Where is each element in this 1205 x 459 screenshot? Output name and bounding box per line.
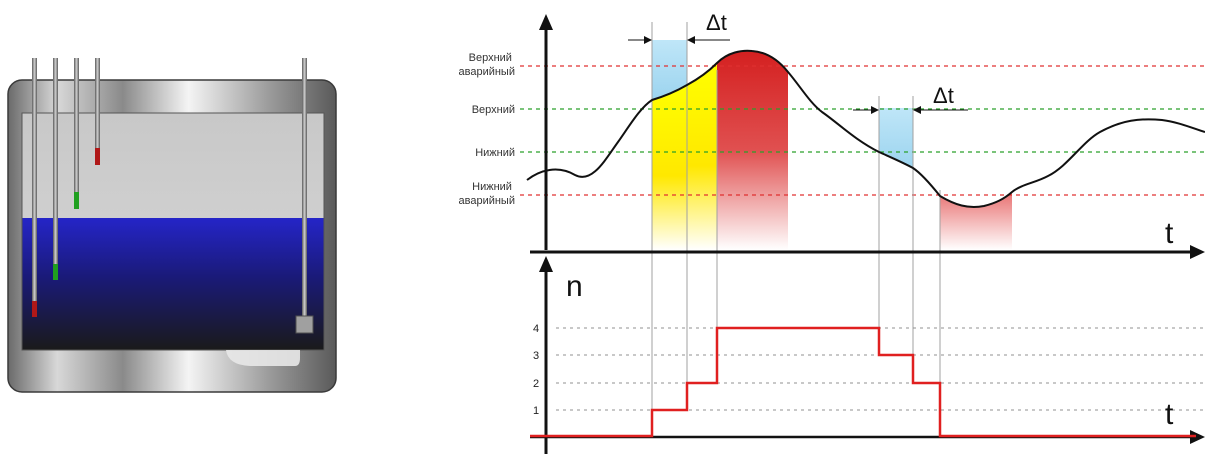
tick-4: 4 xyxy=(533,323,539,335)
pump-count-step-line xyxy=(530,328,1196,436)
level-chart: t Δt Δt Верхний аварийный Верхний Нижний xyxy=(459,10,1205,436)
level-probe-icon xyxy=(53,58,58,280)
warning-region-1 xyxy=(652,85,687,250)
upper-alarm-label: Верхний аварийный xyxy=(459,52,516,78)
pump-count-chart: 4 3 2 1 n t xyxy=(530,256,1205,454)
delta-t-label-1: Δt xyxy=(706,10,727,35)
tank-water xyxy=(22,218,324,350)
t-axis-bottom-label: t xyxy=(1165,398,1174,431)
x-axis-arrow xyxy=(1190,245,1205,259)
warning-region-2 xyxy=(687,63,717,250)
level-probe-icon xyxy=(74,58,79,209)
n-grid xyxy=(556,328,1205,410)
level-probe-icon xyxy=(32,58,37,317)
tank-icon xyxy=(8,58,336,392)
n-axis-label: n xyxy=(566,270,583,303)
tick-3: 3 xyxy=(533,350,539,362)
level-probe-icon xyxy=(95,58,100,165)
tank-reflection xyxy=(226,350,300,366)
upper-label: Верхний xyxy=(472,104,515,116)
n-axis-arrow xyxy=(539,256,553,272)
alarm-region-1 xyxy=(717,51,788,250)
tick-1: 1 xyxy=(533,405,539,417)
delta-t-marker-1: Δt xyxy=(628,10,730,44)
t-axis-label: t xyxy=(1165,217,1174,250)
lower-label: Нижний xyxy=(475,147,515,159)
tick-2: 2 xyxy=(533,378,539,390)
delta-t-label-2: Δt xyxy=(933,83,954,108)
lower-alarm-label: Нижний аварийный xyxy=(459,181,516,207)
y-axis-arrow xyxy=(539,14,553,30)
level-curve xyxy=(527,51,1205,207)
